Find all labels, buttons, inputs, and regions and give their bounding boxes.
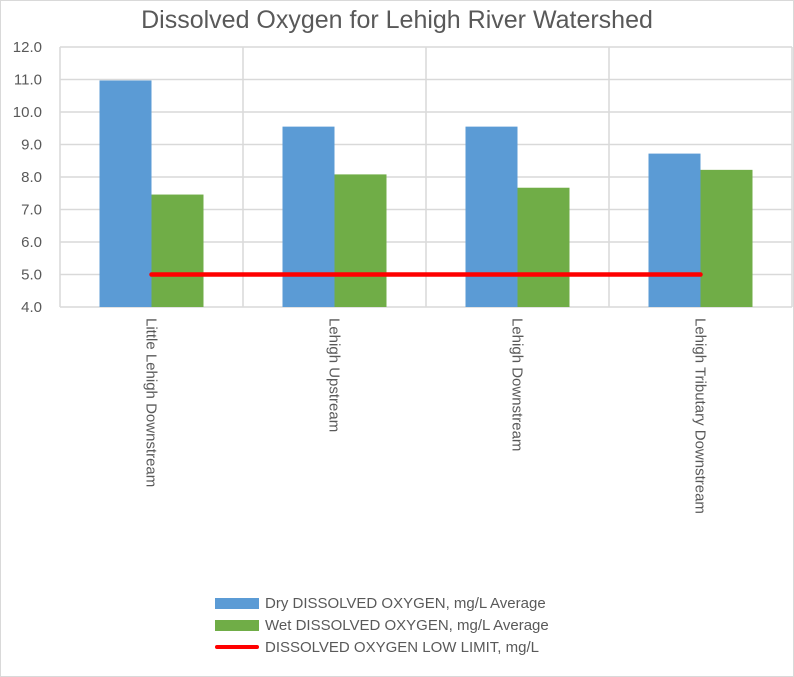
legend-swatch-limit [215, 645, 259, 649]
bar-wet [151, 194, 204, 307]
legend-item-limit: DISSOLVED OXYGEN LOW LIMIT, mg/L [215, 636, 549, 658]
legend-label-dry: Dry DISSOLVED OXYGEN, mg/L Average [265, 594, 546, 612]
legend-label-wet: Wet DISSOLVED OXYGEN, mg/L Average [265, 616, 549, 634]
x-tick-label: Lehigh Tributary Downstream [692, 318, 709, 514]
legend-swatch-dry [215, 597, 259, 609]
y-tick-label: 7.0 [21, 202, 42, 219]
legend-label-limit: DISSOLVED OXYGEN LOW LIMIT, mg/L [265, 638, 539, 656]
y-tick-label: 8.0 [21, 169, 42, 186]
legend-item-dry: Dry DISSOLVED OXYGEN, mg/L Average [215, 592, 549, 614]
bar-wet [700, 169, 753, 307]
bar-dry [99, 80, 152, 307]
legend: Dry DISSOLVED OXYGEN, mg/L Average Wet D… [215, 592, 549, 658]
y-tick-label: 5.0 [21, 267, 42, 284]
x-tick-label: Little Lehigh Downstream [143, 318, 160, 487]
legend-swatch-wet [215, 619, 259, 631]
y-tick-label: 6.0 [21, 234, 42, 251]
bar-dry [465, 126, 518, 307]
bar-wet [517, 187, 570, 307]
y-tick-label: 4.0 [21, 299, 42, 316]
bar-dry [648, 153, 701, 307]
chart-title: Dissolved Oxygen for Lehigh River Waters… [141, 6, 653, 34]
y-tick-label: 11.0 [14, 72, 42, 89]
bar-wet [334, 174, 387, 307]
x-tick-label: Lehigh Downstream [509, 318, 526, 451]
legend-item-wet: Wet DISSOLVED OXYGEN, mg/L Average [215, 614, 549, 636]
bar-dry [282, 126, 335, 307]
x-tick-label: Lehigh Upstream [326, 318, 343, 432]
y-tick-label: 10.0 [13, 104, 42, 121]
y-tick-label: 9.0 [21, 137, 42, 154]
y-tick-label: 12.0 [13, 39, 42, 56]
